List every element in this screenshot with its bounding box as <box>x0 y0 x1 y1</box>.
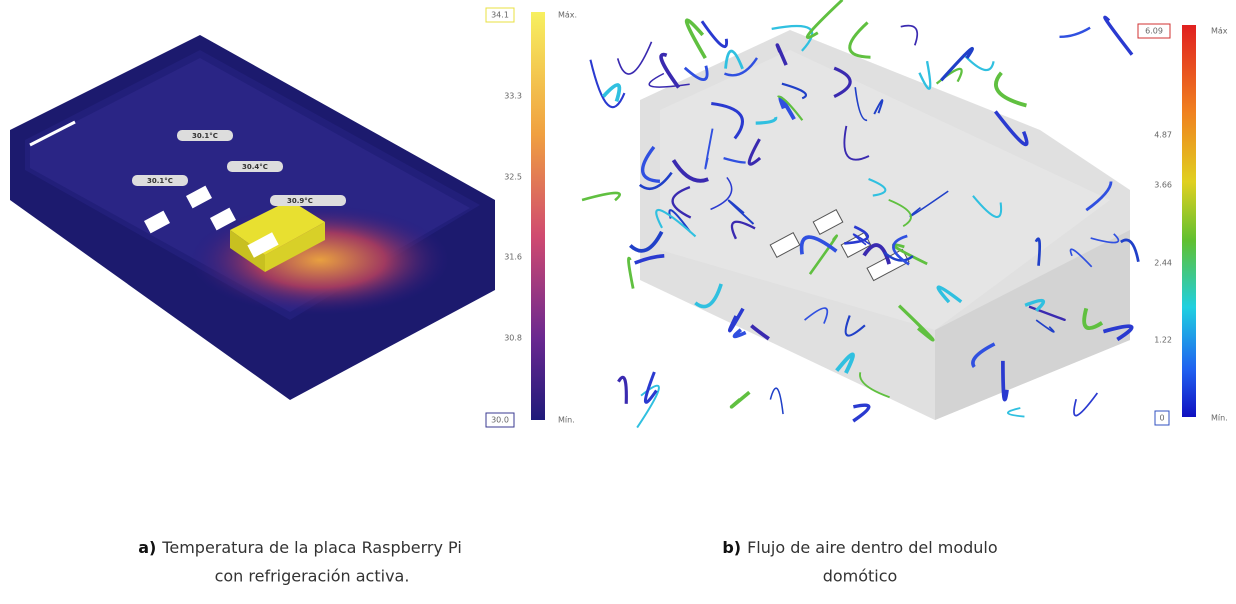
scale-tick: 31.6 <box>504 253 522 262</box>
scale-min-label: Mín. <box>558 416 575 425</box>
scale-max-label: Máx <box>1211 27 1228 36</box>
streamline <box>996 73 1027 106</box>
temp-label: 30.9°C <box>287 197 313 205</box>
caption-text: domótico <box>823 567 898 586</box>
streamline <box>901 26 918 46</box>
scale-min-label: Mín. <box>1211 414 1228 423</box>
streamline <box>628 258 633 288</box>
temp-label: 30.4°C <box>242 163 268 171</box>
streamline <box>702 21 727 46</box>
scale-tick: 3.66 <box>1154 181 1172 190</box>
scale-tick: 32.5 <box>504 173 522 182</box>
streamline <box>590 60 624 107</box>
scale-max-label: Máx. <box>558 11 577 20</box>
streamline <box>582 193 620 200</box>
scale-max: 6.09 <box>1145 27 1163 36</box>
temp-label: 30.1°C <box>147 177 173 185</box>
caption-text: Temperatura de la placa Raspberry Pi <box>161 538 462 557</box>
streamline <box>661 55 679 88</box>
streamline <box>850 22 871 57</box>
streamline <box>618 42 652 74</box>
caption-letter: b) <box>722 538 741 557</box>
scale-max: 34.1 <box>491 11 509 20</box>
streamline <box>687 20 706 58</box>
streamline <box>618 377 626 403</box>
streamline <box>853 405 869 421</box>
color-scale <box>531 12 545 420</box>
page: {"panel_a": { "labels": ["30.1°C", "30.4… <box>0 0 1236 600</box>
scale-tick: 1.22 <box>1154 336 1172 345</box>
scale-tick: 2.44 <box>1154 259 1172 268</box>
color-scale <box>1182 25 1196 417</box>
streamline <box>1105 17 1132 54</box>
scale-tick: 4.87 <box>1154 131 1172 140</box>
caption-a: a) Temperatura de la placa Raspberry Pi <box>138 538 462 557</box>
caption-b: b) Flujo de aire dentro del modulo <box>722 538 997 557</box>
scale-min: 0 <box>1159 414 1164 423</box>
caption-text: Flujo de aire dentro del modulo <box>747 538 998 557</box>
caption-letter: a) <box>138 538 156 557</box>
streamline <box>603 85 619 102</box>
streamline <box>770 388 783 414</box>
scale-min: 30.0 <box>491 416 509 425</box>
streamline <box>941 48 972 80</box>
streamline <box>732 392 750 407</box>
figure: 30.1°C 30.4°C 30.1°C 30.9°C 34.1 Máx. 33… <box>0 0 1236 600</box>
streamline <box>1074 393 1097 416</box>
streamline <box>1060 28 1091 37</box>
scale-tick: 30.8 <box>504 334 522 343</box>
scale-tick: 33.3 <box>504 92 522 101</box>
enclosure-a <box>10 35 495 400</box>
temp-label: 30.1°C <box>192 132 218 140</box>
enclosure-b <box>582 0 1138 428</box>
streamline <box>1008 408 1025 417</box>
streamline <box>735 330 746 337</box>
caption-text: con refrigeración activa. <box>215 567 410 586</box>
